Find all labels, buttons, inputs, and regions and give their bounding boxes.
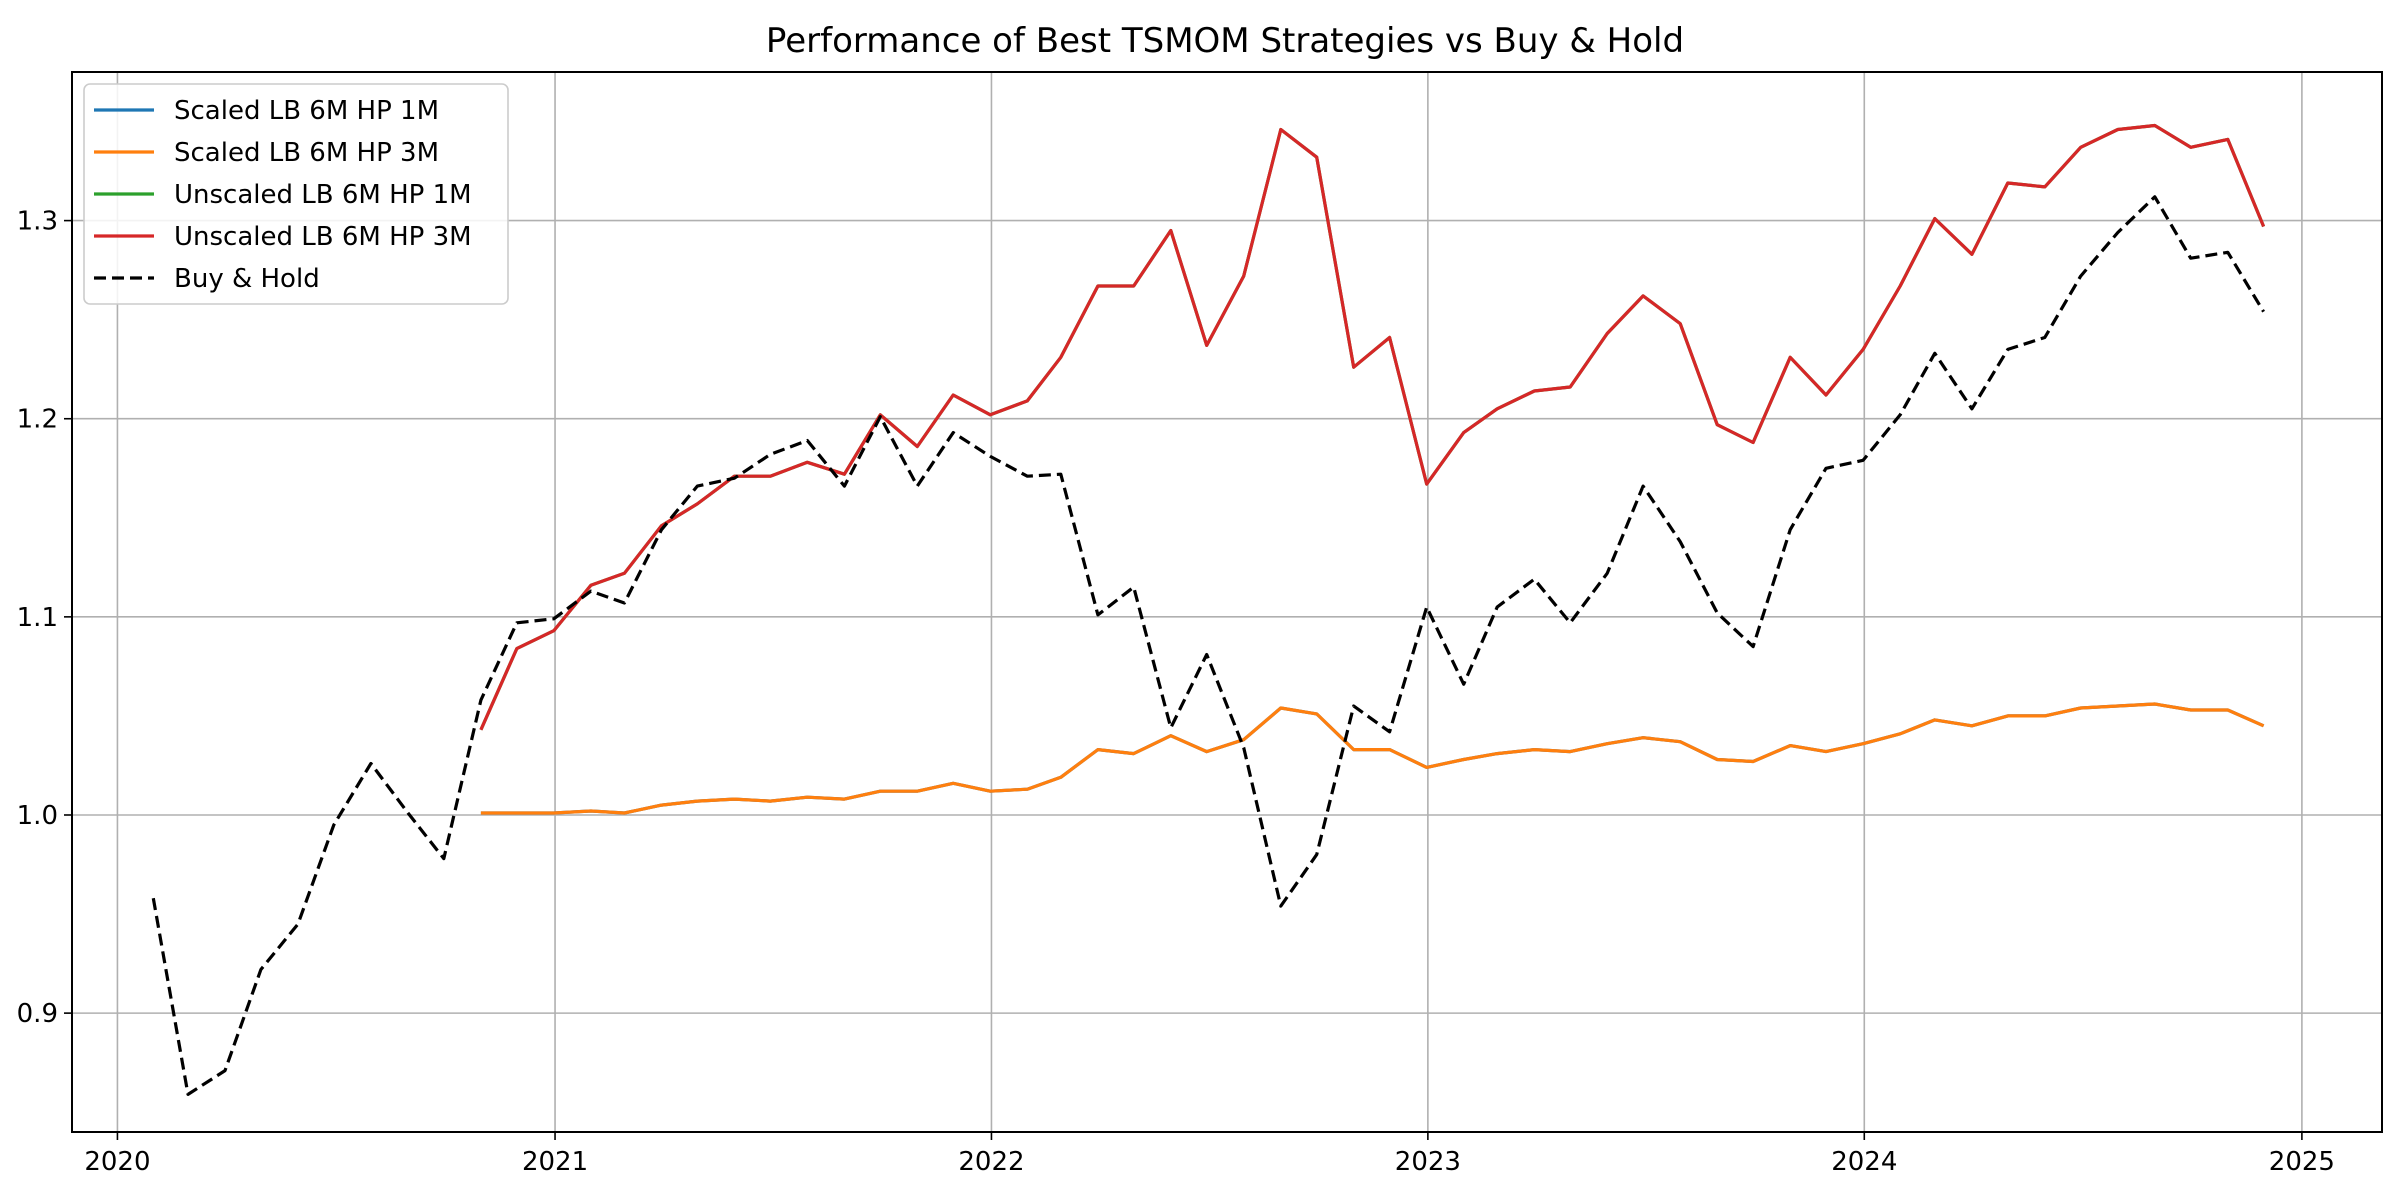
- series-line-1: [480, 702, 2265, 815]
- x-tick-label: 2020: [84, 1147, 150, 1177]
- y-tick-label: 1.0: [17, 801, 58, 831]
- y-tick-label: 1.2: [17, 405, 58, 435]
- x-tick-label: 2021: [522, 1147, 588, 1177]
- legend-label: Buy & Hold: [174, 264, 320, 294]
- series-line-3: [479, 123, 2266, 731]
- plot-area-frame: [71, 71, 2383, 1133]
- y-tick-label: 1.3: [17, 207, 58, 237]
- y-tick-label: 1.1: [17, 603, 58, 633]
- y-axis: 0.9 1.0 1.1 1.2 1.3: [17, 207, 72, 1029]
- x-tick-label: 2024: [1831, 1147, 1897, 1177]
- y-tick-label: 0.9: [17, 999, 58, 1029]
- series-line-2: [479, 123, 2266, 731]
- x-tick-label: 2025: [2269, 1147, 2335, 1177]
- x-tick-label: 2023: [1395, 1147, 1461, 1177]
- series-lines: [151, 123, 2266, 1096]
- legend-label: Unscaled LB 6M HP 3M: [174, 222, 472, 252]
- legend-label: Scaled LB 6M HP 1M: [174, 96, 439, 126]
- x-tick-label: 2022: [958, 1147, 1024, 1177]
- legend-label: Unscaled LB 6M HP 1M: [174, 180, 472, 210]
- chart-title: Performance of Best TSMOM Strategies vs …: [766, 21, 1684, 61]
- x-axis: 2020 2021 2022 2023 2024 2025: [84, 1132, 2335, 1177]
- legend: Scaled LB 6M HP 1M Scaled LB 6M HP 3M Unsc…: [83, 83, 509, 305]
- legend-label: Scaled LB 6M HP 3M: [174, 138, 439, 168]
- legend-box: [83, 83, 509, 305]
- series-line-4: [151, 195, 2265, 1096]
